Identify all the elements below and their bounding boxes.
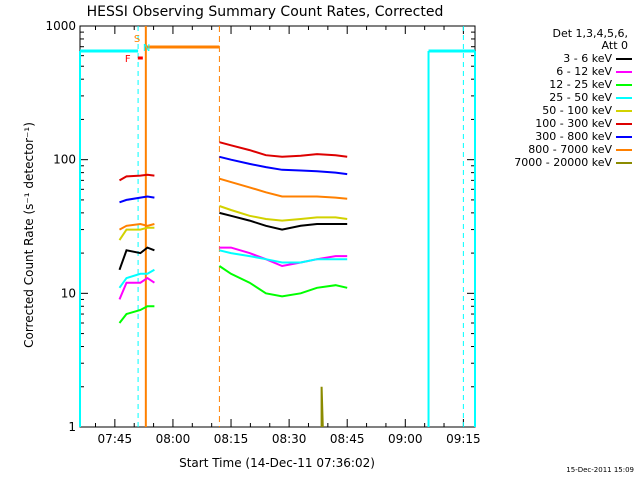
- x-tick-label: 07:45: [98, 432, 133, 446]
- legend-entry: 50 - 100 keV: [480, 104, 632, 117]
- plot-area: 1 10 100 1000 07:45 08:00 08:15 08:30 08:45 09:00…: [45, 19, 480, 446]
- legend-label: 100 - 300 keV: [535, 116, 612, 130]
- legend-entry: 6 - 12 keV: [480, 65, 632, 78]
- y-tick-label: 100: [53, 153, 76, 167]
- series-line-4: [118, 226, 155, 241]
- series-line-2: [118, 305, 155, 324]
- legend-entry: 3 - 6 keV: [480, 52, 632, 65]
- legend-entry: 800 - 7000 keV: [480, 143, 632, 156]
- series-line-0: [219, 211, 348, 231]
- x-tick-label: 08:00: [156, 432, 191, 446]
- legend-label: 7000 - 20000 keV: [514, 155, 612, 169]
- series-line-1: [118, 276, 155, 300]
- generated-date: 15-Dec-2011 15:09: [566, 466, 634, 474]
- x-tick-label: 08:15: [214, 432, 249, 446]
- marker-n: N: [143, 43, 150, 54]
- x-tick-label: 08:30: [272, 432, 307, 446]
- x-tick-label: 09:15: [446, 432, 481, 446]
- legend-label: 300 - 800 keV: [535, 129, 612, 143]
- series-line-8: [320, 386, 324, 428]
- y-tick-label: 10: [61, 286, 76, 300]
- legend-label: 12 - 25 keV: [549, 77, 612, 91]
- series-line-2: [218, 265, 348, 298]
- chart-title: HESSI Observing Summary Count Rates, Cor…: [87, 4, 444, 20]
- legend-swatch: [616, 122, 632, 125]
- legend-entry: 7000 - 20000 keV: [480, 156, 632, 169]
- series-line-3: [219, 249, 348, 264]
- series-line-7: [219, 177, 348, 200]
- legend-header-attenuator: Att 0: [601, 39, 628, 52]
- legend-entry: 300 - 800 keV: [480, 130, 632, 143]
- legend-swatch: [616, 96, 632, 99]
- legend-swatch: [616, 57, 632, 60]
- legend-entry: 100 - 300 keV: [480, 117, 632, 130]
- plot-frame: [79, 25, 476, 428]
- legend-label: 25 - 50 keV: [549, 90, 612, 104]
- series-line-0: [118, 246, 155, 271]
- x-tick-label: 08:45: [330, 432, 365, 446]
- legend-swatch: [616, 148, 632, 151]
- legend-swatch: [616, 83, 632, 86]
- legend-label: 50 - 100 keV: [542, 103, 612, 117]
- legend-swatch: [616, 161, 632, 164]
- x-axis-label: Start Time (14-Dec-11 07:36:02): [179, 456, 375, 470]
- legend-label: 800 - 7000 keV: [528, 142, 612, 156]
- legend-entry: 12 - 25 keV: [480, 78, 632, 91]
- y-axis-label: Corrected Count Rate (s⁻¹ detector⁻¹): [22, 122, 36, 348]
- marker-s: S: [134, 34, 140, 45]
- series-line-1: [219, 246, 348, 268]
- series-line-7: [119, 222, 155, 231]
- legend-label: 3 - 6 keV: [563, 51, 612, 65]
- x-tick-label: 09:00: [388, 432, 423, 446]
- legend-entry: 25 - 50 keV: [480, 91, 632, 104]
- y-tick-label: 1000: [45, 19, 76, 33]
- series-line-5: [219, 141, 348, 158]
- series-line-6: [219, 155, 348, 176]
- legend: Det 1,3,4,5,6, Att 0 3 - 6 keV 6 - 12 keV…: [480, 28, 632, 169]
- legend-swatch: [616, 135, 632, 138]
- legend-label: 6 - 12 keV: [556, 64, 612, 78]
- series-line-6: [119, 195, 155, 204]
- legend-swatch: [616, 109, 632, 112]
- legend-header-detectors: Det 1,3,4,5,6,: [552, 27, 628, 40]
- y-tick-label: 1: [68, 420, 76, 434]
- series-line-4: [219, 205, 348, 222]
- series-line-5: [119, 173, 155, 182]
- series-line-3: [118, 268, 155, 289]
- marker-f: F: [125, 54, 131, 65]
- legend-swatch: [616, 70, 632, 73]
